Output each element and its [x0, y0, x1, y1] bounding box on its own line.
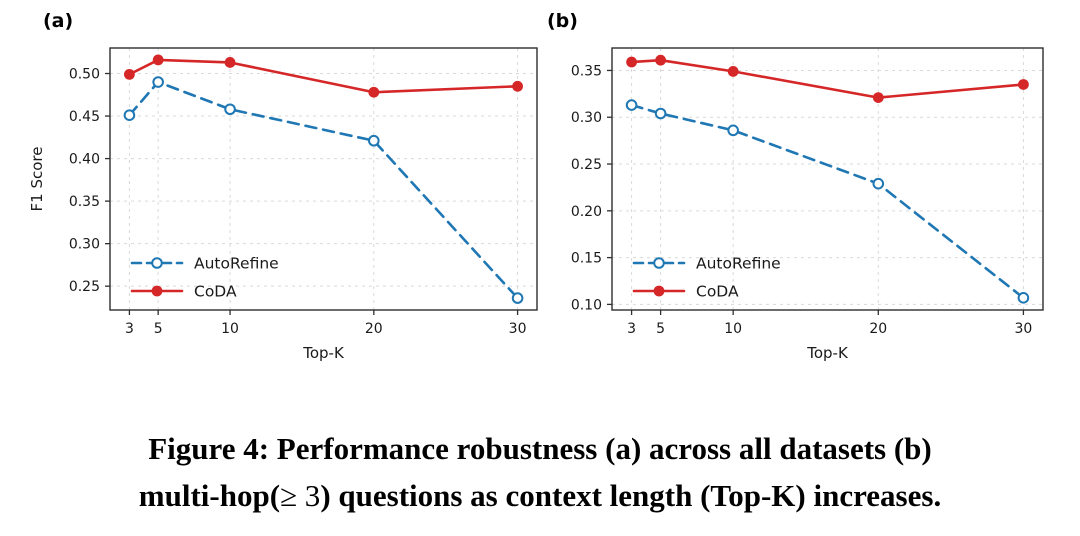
- series-autorefine: [625, 99, 1030, 304]
- y-tick-label: 0.50: [69, 67, 100, 83]
- caption-text-1: Figure 4: Performance robustness (a) acr…: [148, 431, 932, 466]
- y-tick-label: 0.20: [571, 204, 602, 220]
- caption-line-1: Figure 4: Performance robustness (a) acr…: [0, 426, 1080, 473]
- data-point-autorefine: [1017, 292, 1030, 304]
- data-point-coda: [512, 80, 523, 92]
- legend-label-coda: CoDA: [194, 283, 237, 301]
- x-tick-label: 5: [656, 321, 665, 337]
- x-axis-label: Top-K: [302, 344, 345, 362]
- x-tick-label: 20: [365, 321, 383, 337]
- legend-label-coda: CoDA: [696, 283, 739, 301]
- plot-border: [109, 47, 538, 311]
- data-point-coda: [368, 86, 380, 98]
- data-point-autorefine: [727, 124, 739, 137]
- series-coda: [124, 54, 523, 98]
- data-point-autorefine: [224, 103, 236, 116]
- data-point-autorefine: [152, 76, 164, 88]
- x-tick-label: 10: [724, 321, 742, 337]
- line-chart-b: 3 5 10 20 30 0.10 0.15 0.20 0.25 0.30 0.35 Top-K Aut…: [571, 47, 1044, 362]
- data-point-coda: [872, 92, 884, 103]
- caption-math: ≥ 3: [280, 477, 321, 513]
- figure-caption: Figure 4: Performance robustness (a) acr…: [0, 426, 1080, 519]
- legend-label-autorefine: AutoRefine: [696, 255, 781, 273]
- y-tick-label: 0.25: [571, 157, 602, 173]
- data-point-autorefine: [872, 177, 885, 190]
- series-autorefine: [123, 76, 524, 304]
- data-point-autorefine: [123, 109, 136, 122]
- x-tick-label: 3: [627, 321, 636, 337]
- panel-b-label: (b): [547, 10, 578, 32]
- y-tick-label: 0.30: [571, 110, 602, 126]
- data-point-coda: [124, 68, 135, 80]
- x-tick-label: 3: [125, 321, 134, 337]
- data-point-autorefine: [511, 292, 524, 304]
- data-point-coda: [727, 65, 739, 77]
- y-tick-label: 0.25: [69, 279, 100, 295]
- y-tick-label: 0.40: [69, 152, 100, 168]
- data-point-coda: [152, 54, 164, 66]
- panel-a-label: (a): [43, 10, 74, 32]
- caption-text-2a: multi-hop(: [138, 477, 281, 513]
- y-tick-label: 0.15: [571, 251, 602, 267]
- caption-text-2b: ) questions as context length (Top-K) in…: [320, 477, 942, 513]
- data-point-coda: [626, 56, 637, 68]
- data-point-coda: [224, 57, 236, 68]
- series-coda: [626, 54, 1029, 103]
- legend: AutoRefine CoDA: [130, 255, 279, 301]
- axis-ticks: 3 5 10 20 30 0.10 0.15 0.20 0.25 0.30 0.35: [571, 63, 1032, 337]
- data-point-coda: [1018, 79, 1029, 90]
- caption-line-2: multi-hop(≥ 3) questions as context leng…: [0, 473, 1080, 520]
- y-tick-label: 0.10: [571, 297, 602, 313]
- y-tick-label: 0.35: [69, 194, 100, 210]
- y-axis-label: F1 Score: [28, 147, 46, 212]
- x-tick-label: 10: [221, 321, 239, 337]
- y-tick-label: 0.35: [571, 63, 602, 79]
- data-point-autorefine: [368, 134, 380, 147]
- y-tick-label: 0.30: [69, 237, 100, 253]
- legend: AutoRefine CoDA: [632, 255, 781, 301]
- plot-border: [611, 47, 1044, 311]
- x-tick-label: 30: [1014, 321, 1032, 337]
- y-tick-label: 0.45: [69, 109, 100, 125]
- legend-label-autorefine: AutoRefine: [194, 255, 279, 273]
- x-tick-label: 20: [869, 321, 887, 337]
- data-point-autorefine: [625, 99, 638, 111]
- x-axis-label: Top-K: [806, 344, 849, 362]
- data-point-autorefine: [654, 107, 667, 120]
- x-tick-label: 5: [154, 321, 163, 337]
- line-chart-a: 3 5 10 20 30 0.25 0.30 0.35 0.40 0.45 0.50 Top-K F1 …: [28, 47, 538, 362]
- axis-ticks: 3 5 10 20 30 0.25 0.30 0.35 0.40 0.45 0.50: [69, 67, 527, 337]
- x-tick-label: 30: [509, 321, 527, 337]
- data-point-coda: [655, 54, 667, 66]
